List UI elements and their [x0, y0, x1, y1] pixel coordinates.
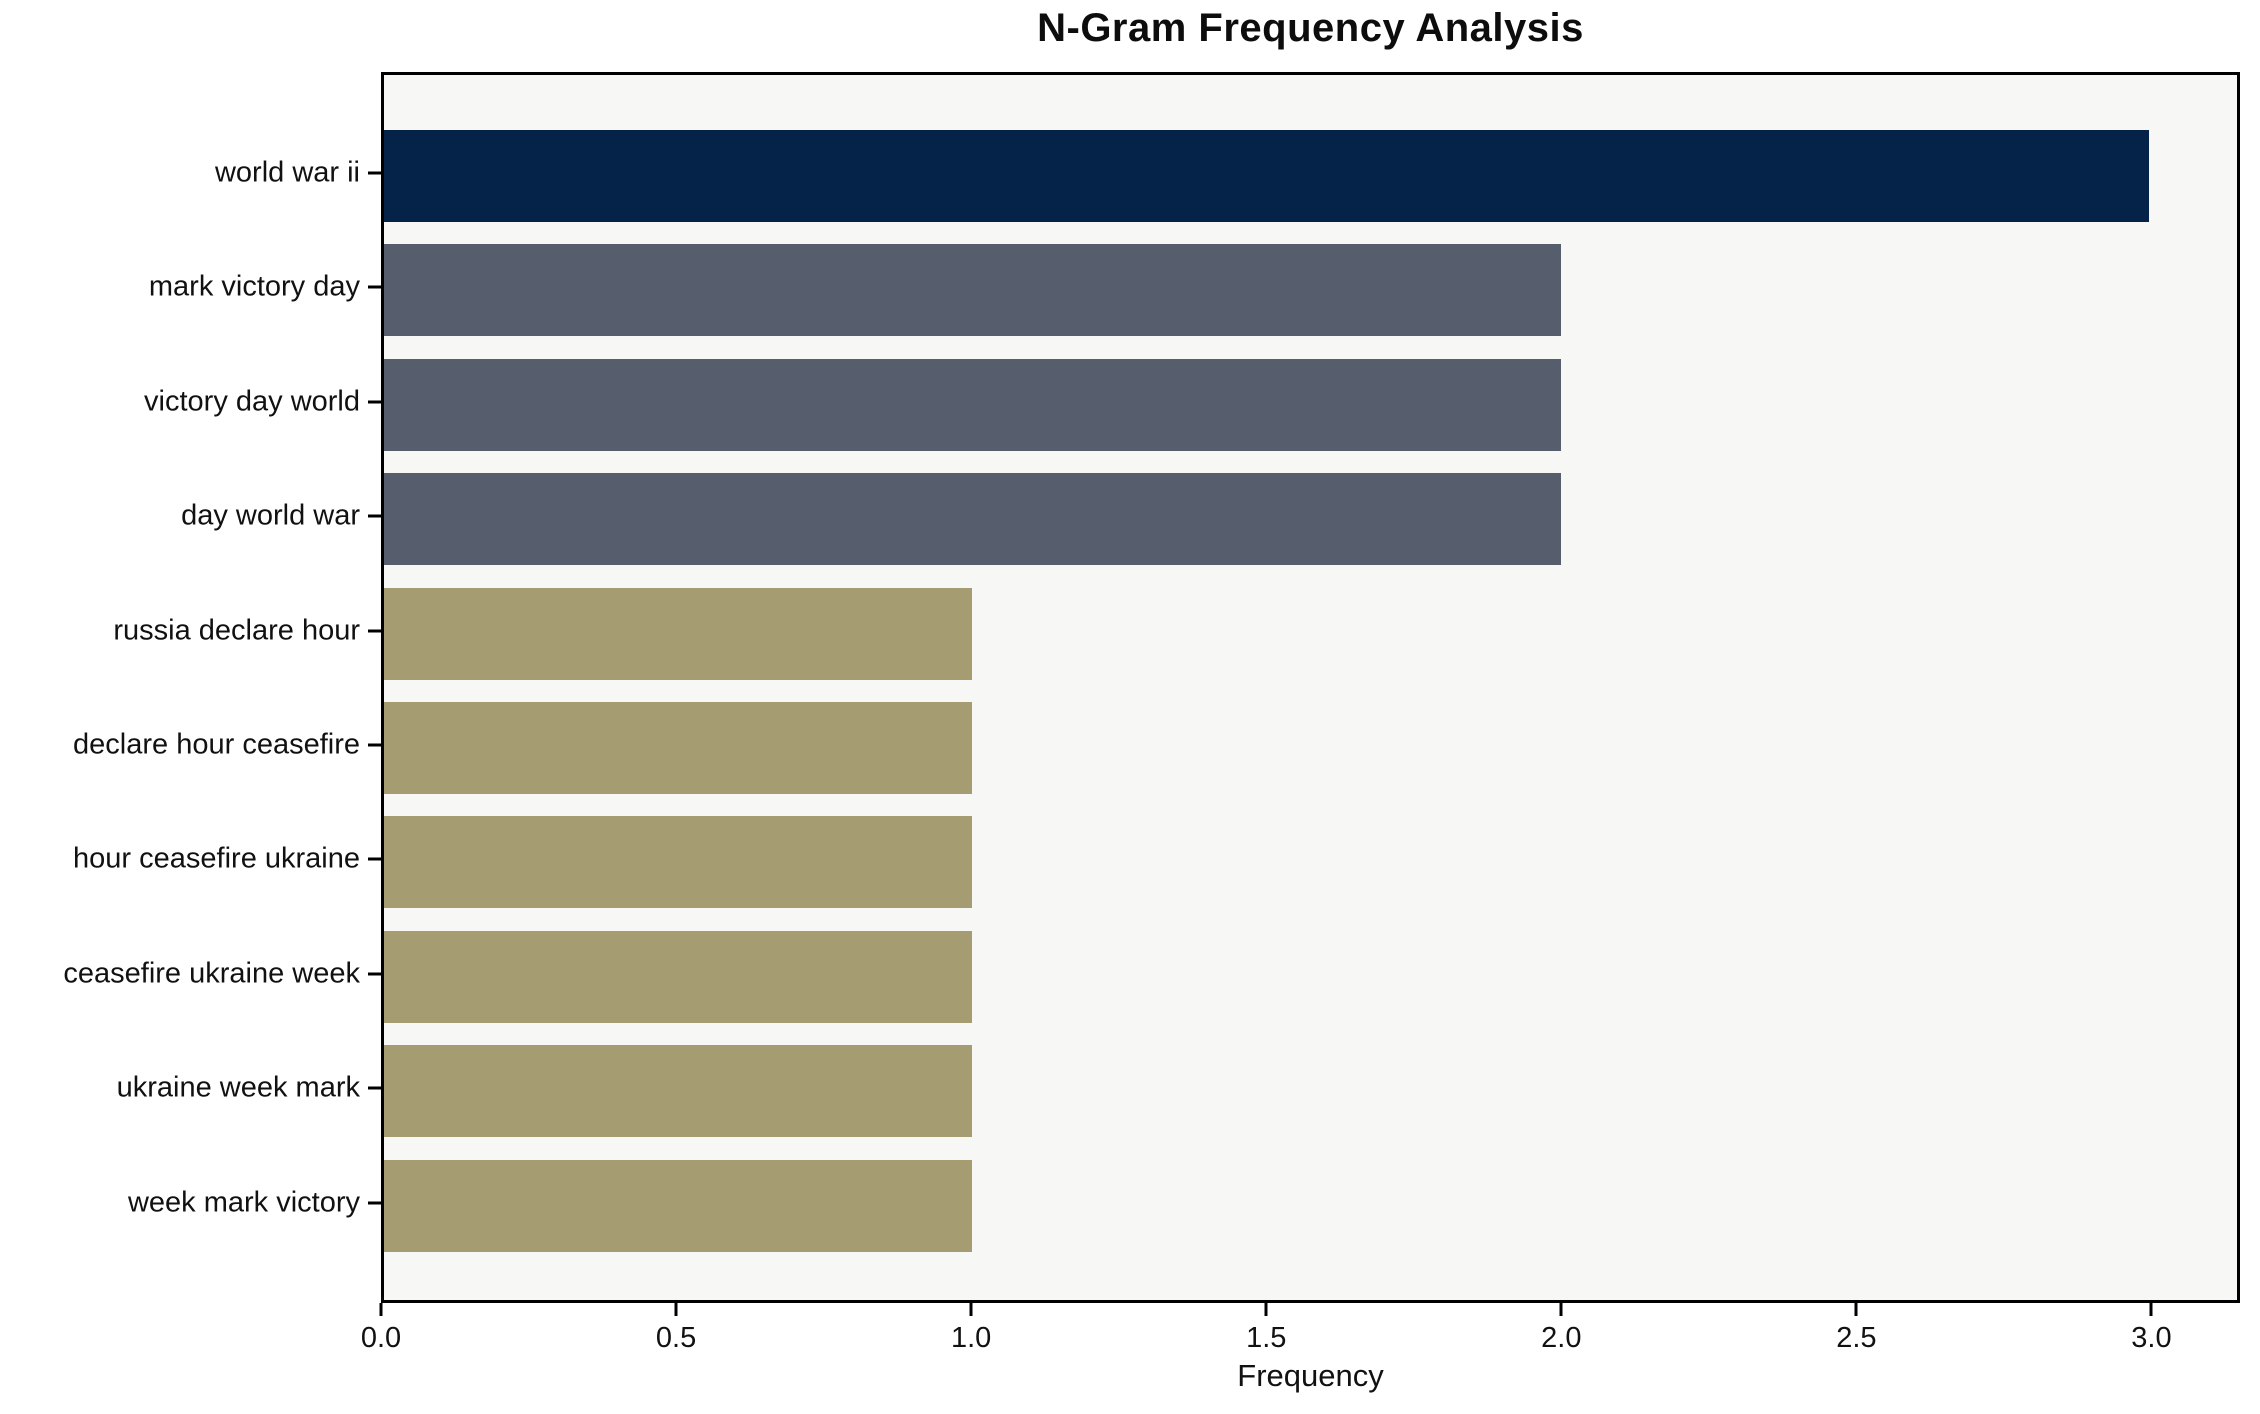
- x-tick-label: 1.0: [950, 1322, 992, 1354]
- y-tick-label: mark victory day: [148, 270, 360, 303]
- bar-russia-declare-hour: [384, 587, 973, 680]
- x-tick-label: 3.0: [2131, 1322, 2172, 1354]
- y-tick-label: day world war: [181, 499, 360, 532]
- y-tick-label: russia declare hour: [113, 614, 360, 647]
- bar-ukraine-week-mark: [384, 1045, 973, 1138]
- bar-ceasefire-ukraine-week: [384, 930, 973, 1023]
- bar-week-mark-victory: [384, 1159, 973, 1252]
- y-tick-label: ukraine week mark: [116, 1071, 360, 1104]
- y-tick-mark: [368, 857, 381, 861]
- y-tick-label: hour ceasefire ukraine: [73, 842, 360, 875]
- x-tick-label: 2.0: [1541, 1322, 1582, 1354]
- bar-victory-day-world: [384, 358, 1561, 451]
- y-tick-mark: [368, 400, 381, 404]
- y-tick-mark: [368, 171, 381, 175]
- y-tick-mark: [368, 1201, 381, 1205]
- bar-hour-ceasefire-ukraine: [384, 816, 973, 909]
- x-tick-mark: [2149, 1303, 2153, 1316]
- x-tick-label: 0.5: [655, 1322, 697, 1354]
- chart-title: N-Gram Frequency Analysis: [1037, 6, 1584, 50]
- x-tick-label: 1.5: [1246, 1322, 1287, 1354]
- x-tick-mark: [1854, 1303, 1858, 1316]
- y-tick-mark: [368, 743, 381, 747]
- x-tick-mark: [1264, 1303, 1268, 1316]
- y-tick-label: victory day world: [144, 385, 360, 418]
- y-tick-label: week mark victory: [127, 1186, 360, 1219]
- bar-world-war-ii: [384, 130, 2149, 222]
- x-axis-label: Frequency: [1237, 1358, 1384, 1393]
- y-tick-mark: [368, 1086, 381, 1090]
- y-tick-mark: [368, 285, 381, 289]
- x-tick-mark: [969, 1303, 973, 1316]
- plot-area: [381, 72, 2240, 1303]
- x-tick-mark: [1559, 1303, 1563, 1316]
- bar-declare-hour-ceasefire: [384, 702, 973, 794]
- y-axis: world war ii mark victory day victory day …: [0, 72, 360, 1303]
- bar-day-world-war: [384, 473, 1561, 566]
- y-tick-label: world war ii: [214, 156, 360, 189]
- y-tick-mark: [368, 629, 381, 633]
- x-tick-mark: [674, 1303, 678, 1316]
- y-tick-mark: [368, 972, 381, 976]
- bar-mark-victory-day: [384, 244, 1561, 337]
- y-tick-label: ceasefire ukraine week: [63, 957, 360, 990]
- x-tick-label: 2.5: [1836, 1322, 1877, 1354]
- y-tick-label: declare hour ceasefire: [73, 728, 360, 761]
- x-tick-label: 0.0: [360, 1322, 402, 1354]
- x-tick-mark: [379, 1303, 383, 1316]
- y-tick-mark: [368, 514, 381, 518]
